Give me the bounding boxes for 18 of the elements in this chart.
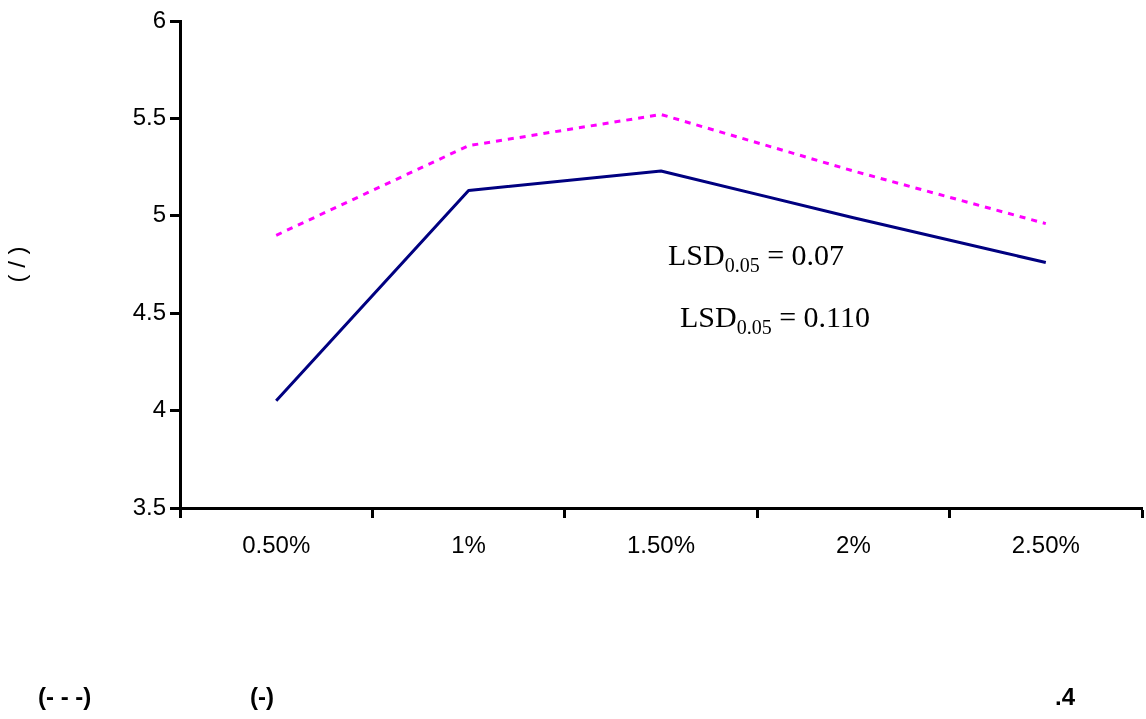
x-tick-label: 1.50% [626, 531, 696, 559]
y-axis-title: ( / ) [3, 246, 31, 283]
y-tick-label: 4.5 [132, 297, 166, 325]
x-tick-label: 0.50% [242, 531, 311, 559]
x-tick-label: 1% [451, 531, 486, 559]
y-tick-label: 5.5 [132, 103, 166, 131]
text: (- - -) [38, 683, 92, 711]
x-tick-label: 2.50% [1011, 531, 1080, 559]
text: (-) [250, 683, 274, 711]
annotation: LSD$_{0.05}$ = 0.07 [668, 238, 845, 277]
x-tick-label: 2% [836, 531, 871, 559]
line-series [274, 113, 1048, 237]
y-tick-label: 4 [152, 395, 166, 423]
text: .4 [1055, 683, 1076, 711]
annotation: LSD$_{0.05}$ = 0.110 [680, 300, 870, 339]
y-tick-label: 5 [152, 200, 166, 228]
y-tick-label: 6 [152, 5, 166, 33]
y-tick-label: 3.5 [132, 492, 166, 520]
